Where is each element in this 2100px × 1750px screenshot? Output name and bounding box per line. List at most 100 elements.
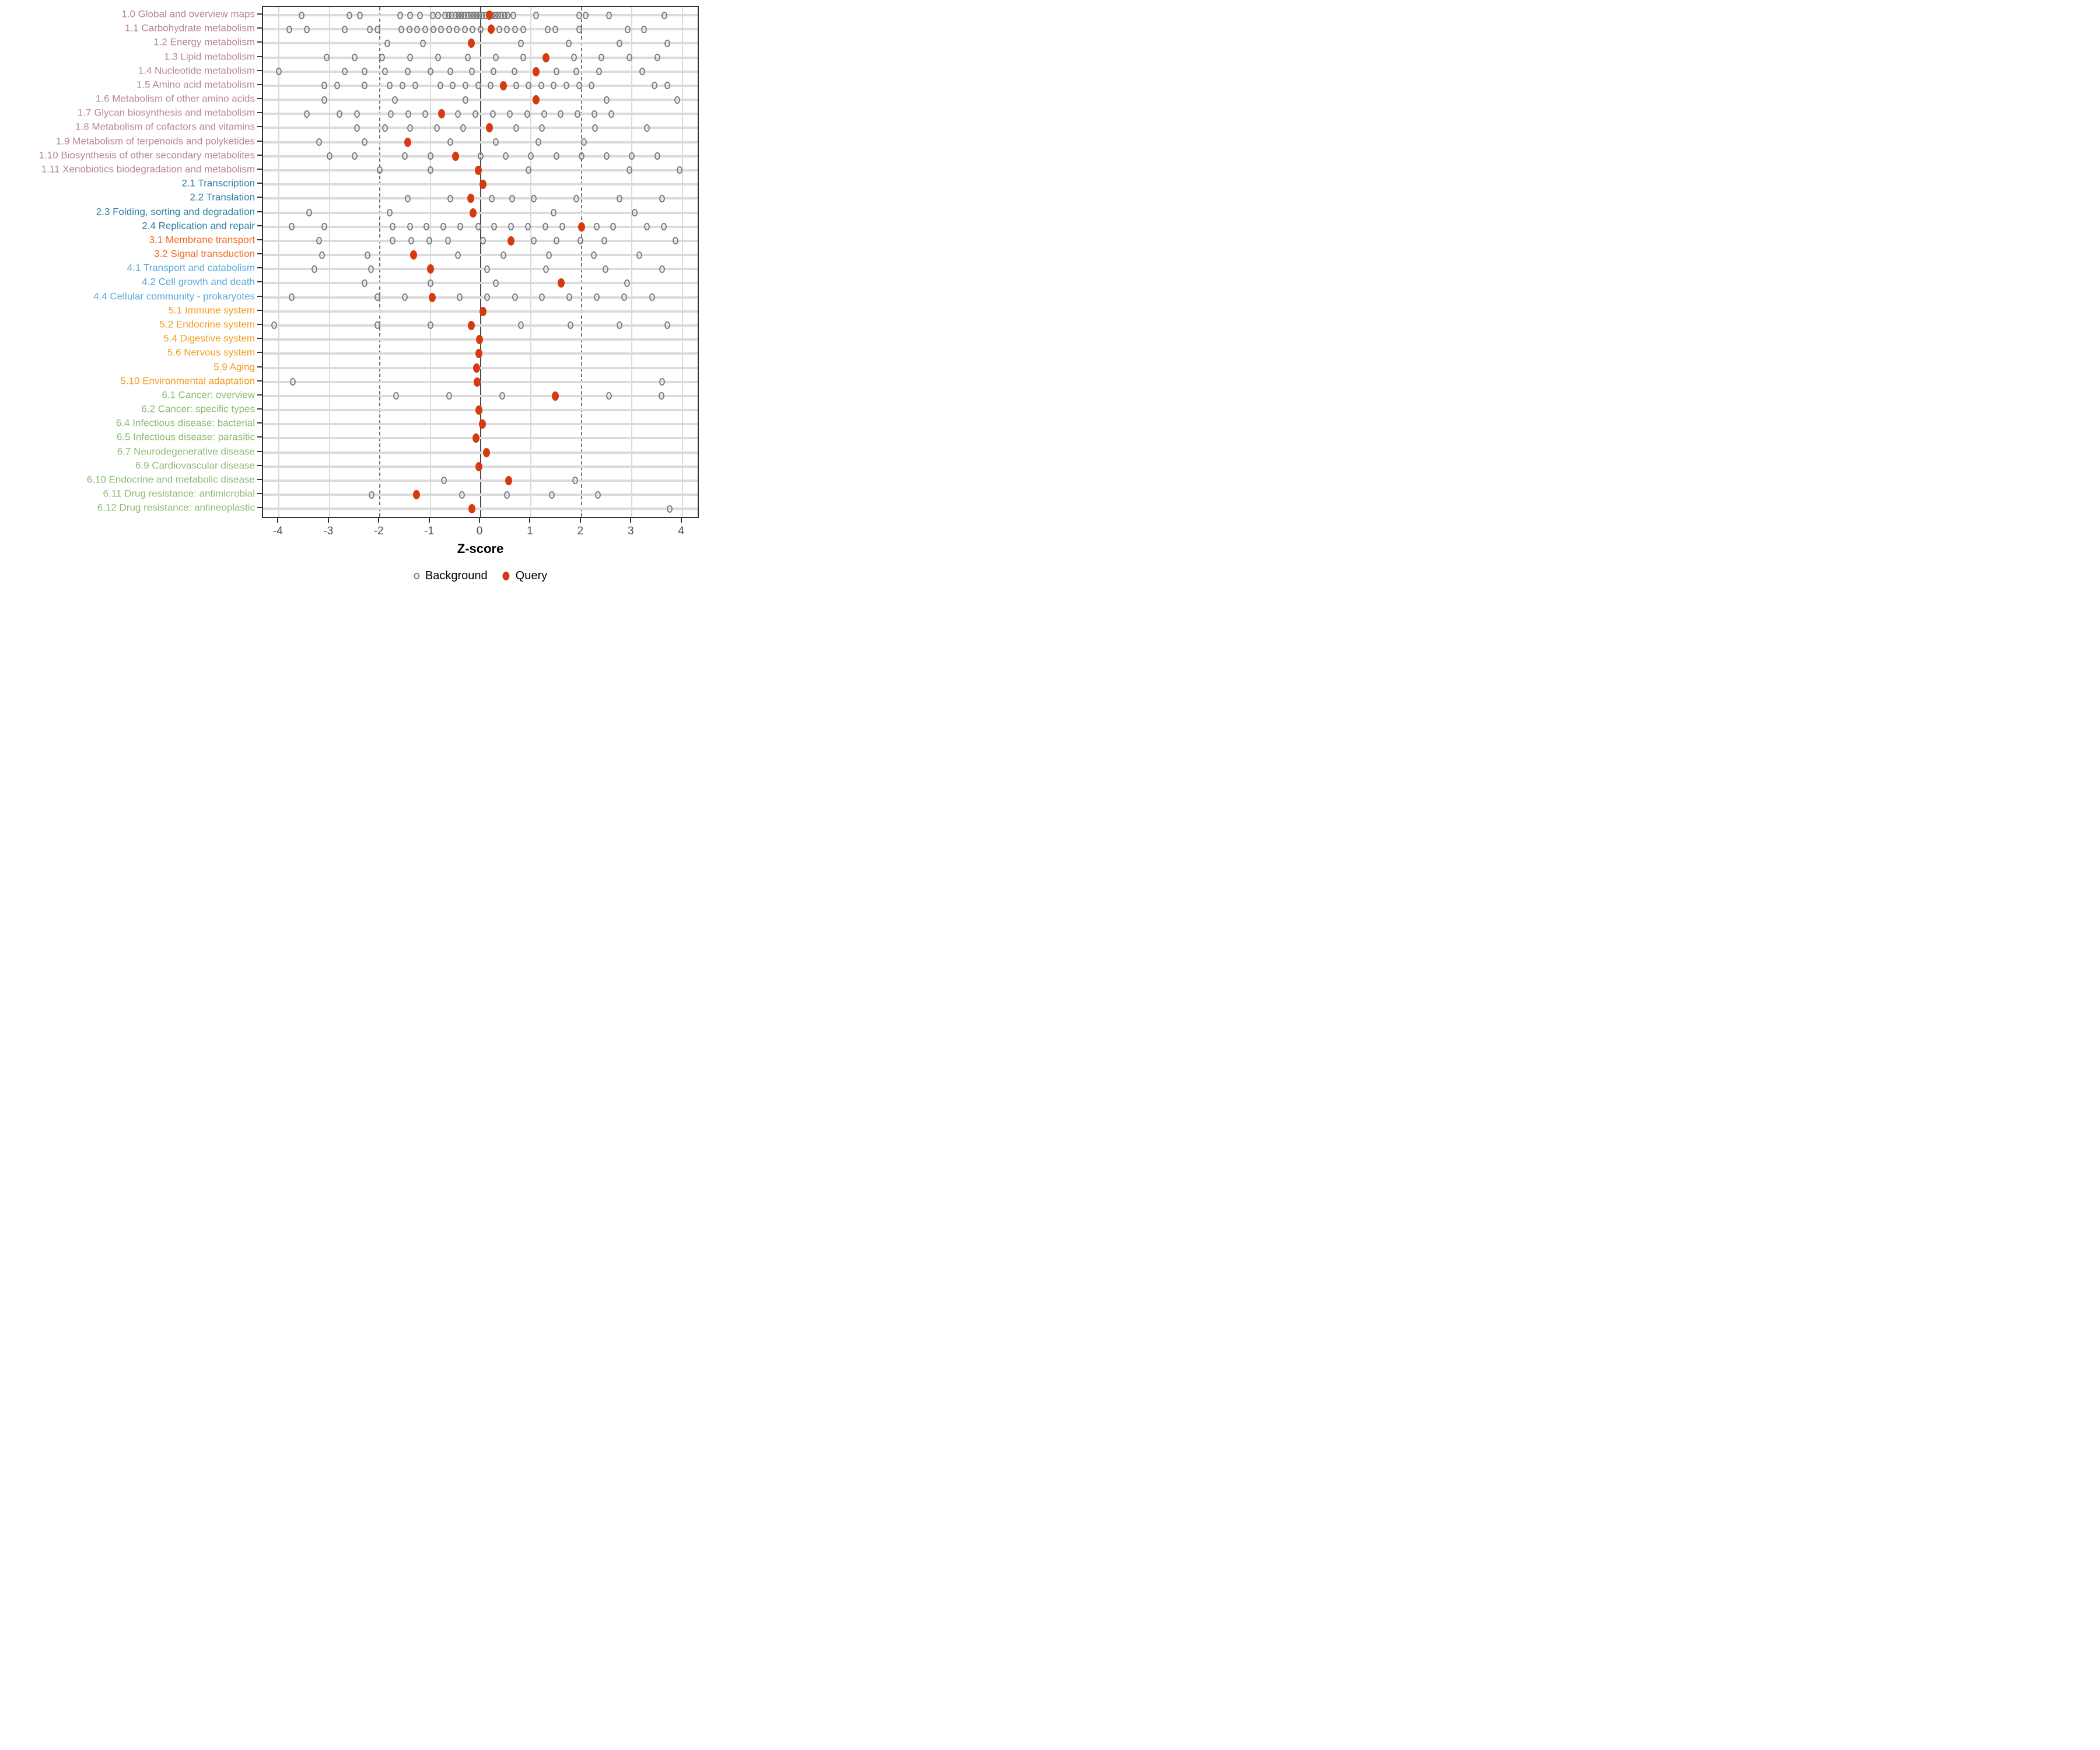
background-point — [606, 392, 612, 400]
x-axis-tick — [327, 518, 329, 523]
background-point — [538, 82, 544, 90]
row-gridline — [263, 268, 698, 271]
background-point — [507, 110, 513, 118]
background-point — [440, 223, 447, 231]
y-axis-tick — [257, 27, 262, 29]
background-point — [512, 293, 518, 302]
query-point — [533, 95, 540, 105]
row-gridline — [263, 324, 698, 327]
background-point — [356, 11, 363, 19]
background-point — [566, 293, 573, 302]
x-tick-label: 3 — [627, 525, 634, 537]
y-axis-tick — [257, 140, 262, 142]
query-point — [499, 80, 507, 90]
background-point — [444, 237, 451, 245]
y-axis-label: 1.1 Carbohydrate metabolism — [124, 22, 255, 34]
y-axis-label: 3.2 Signal transduction — [154, 248, 255, 260]
background-point — [455, 251, 461, 259]
background-point — [404, 194, 411, 202]
query-point — [578, 222, 585, 232]
y-axis-tick — [257, 69, 262, 71]
row-gridline — [263, 70, 698, 73]
background-point — [435, 54, 441, 62]
query-point — [475, 405, 483, 415]
y-axis-label: 1.11 Xenobiotics biodegradation and meta… — [41, 163, 255, 175]
background-point — [382, 68, 388, 76]
background-point — [539, 124, 545, 132]
background-point — [570, 54, 577, 62]
row-gridline — [263, 479, 698, 482]
background-point — [576, 25, 583, 33]
background-point — [368, 265, 374, 273]
background-point — [393, 392, 399, 400]
background-point — [524, 110, 530, 118]
background-point — [589, 82, 595, 90]
zero-reference-line — [480, 7, 481, 517]
background-point — [559, 223, 566, 231]
y-axis-label: 5.10 Environmental adaptation — [120, 375, 255, 387]
background-point — [478, 152, 484, 160]
y-axis-label: 2.4 Replication and repair — [142, 220, 255, 232]
background-point — [427, 152, 433, 160]
background-point — [604, 96, 610, 104]
x-axis-title: Z-score — [457, 541, 504, 556]
background-point — [509, 194, 516, 202]
background-point — [530, 194, 537, 202]
background-point — [426, 237, 432, 245]
background-point — [533, 11, 540, 19]
background-point — [662, 11, 668, 19]
background-point — [447, 68, 454, 76]
background-point — [545, 251, 552, 259]
background-point — [374, 25, 380, 33]
background-point — [402, 293, 408, 302]
background-point — [389, 223, 396, 231]
background-point — [459, 491, 466, 499]
background-point — [321, 223, 328, 231]
background-point — [447, 194, 454, 202]
row-gridline — [263, 494, 698, 496]
background-point — [290, 378, 296, 386]
y-axis-tick — [257, 281, 262, 283]
background-point — [475, 223, 481, 231]
background-point — [326, 152, 332, 160]
background-point — [610, 223, 617, 231]
x-tick-label: 2 — [577, 525, 584, 537]
plot-panel — [262, 6, 699, 518]
background-point — [422, 110, 428, 118]
background-point — [354, 110, 360, 118]
background-point — [544, 25, 551, 33]
background-point — [271, 321, 277, 330]
y-axis-label: 6.11 Drug resistance: antimicrobial — [103, 488, 255, 499]
background-point — [316, 237, 323, 245]
row-gridline — [263, 254, 698, 257]
x-axis-tick — [479, 518, 480, 523]
background-point — [288, 223, 295, 231]
background-point — [469, 68, 475, 76]
background-point — [374, 321, 380, 330]
row-gridline — [263, 99, 698, 102]
background-point — [596, 68, 603, 76]
x-tick-label: -1 — [424, 525, 435, 537]
y-axis-tick — [257, 41, 262, 43]
background-point — [518, 321, 524, 330]
background-point — [414, 25, 421, 33]
background-point — [598, 54, 605, 62]
background-point — [629, 152, 635, 160]
query-point-icon — [502, 572, 510, 580]
background-point — [276, 68, 282, 76]
background-point — [435, 11, 441, 19]
background-point — [649, 293, 655, 302]
background-point — [664, 39, 670, 47]
background-point — [576, 11, 582, 19]
background-point — [621, 293, 628, 302]
x-tick-label: 0 — [476, 525, 483, 537]
background-point — [536, 138, 542, 146]
background-point — [639, 68, 645, 76]
background-point — [503, 152, 509, 160]
background-point — [677, 166, 683, 174]
background-point — [489, 194, 495, 202]
background-point — [306, 209, 313, 217]
background-point — [447, 138, 454, 146]
background-point — [664, 321, 670, 330]
background-point — [567, 321, 573, 330]
